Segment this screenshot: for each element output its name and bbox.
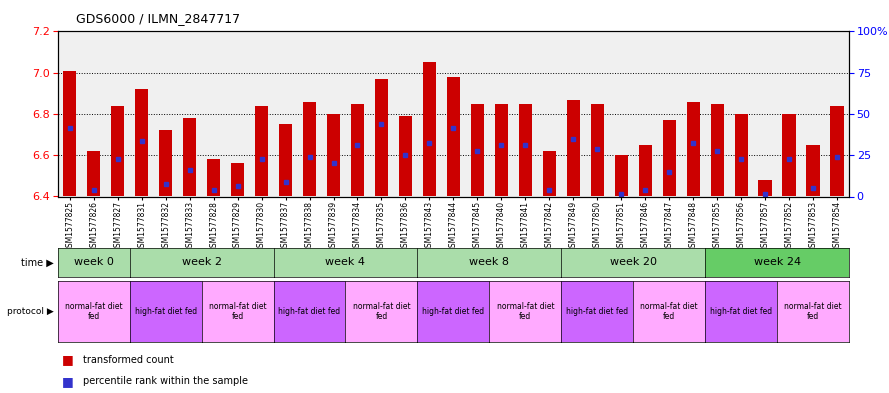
Bar [63, 71, 76, 196]
Text: week 4: week 4 [325, 257, 365, 267]
Bar [279, 124, 292, 196]
Bar [542, 151, 556, 196]
Bar [87, 151, 100, 196]
Bar [327, 114, 340, 196]
Bar [758, 180, 772, 196]
Text: week 20: week 20 [610, 257, 657, 267]
Text: high-fat diet fed: high-fat diet fed [134, 307, 196, 316]
Text: week 2: week 2 [181, 257, 221, 267]
Bar [806, 145, 820, 196]
Bar [375, 79, 388, 196]
Text: high-fat diet fed: high-fat diet fed [422, 307, 485, 316]
Bar [471, 104, 484, 196]
Bar [255, 106, 268, 196]
Bar [734, 114, 748, 196]
Text: normal-fat diet
fed: normal-fat diet fed [640, 302, 698, 321]
Bar [159, 130, 172, 196]
Bar [566, 99, 580, 196]
Bar [638, 145, 652, 196]
Bar [447, 77, 460, 196]
Text: normal-fat diet
fed: normal-fat diet fed [353, 302, 411, 321]
Text: protocol ▶: protocol ▶ [6, 307, 53, 316]
Text: week 24: week 24 [754, 257, 801, 267]
Bar [135, 89, 148, 196]
Text: normal-fat diet
fed: normal-fat diet fed [209, 302, 267, 321]
Bar [399, 116, 412, 196]
Text: ■: ■ [62, 353, 74, 366]
Text: transformed count: transformed count [83, 354, 173, 365]
Bar [710, 104, 724, 196]
Text: high-fat diet fed: high-fat diet fed [710, 307, 773, 316]
Bar [590, 104, 604, 196]
Text: week 0: week 0 [74, 257, 114, 267]
Bar [830, 106, 844, 196]
Text: normal-fat diet
fed: normal-fat diet fed [496, 302, 554, 321]
Text: time ▶: time ▶ [20, 257, 53, 267]
Bar [351, 104, 364, 196]
Bar [423, 62, 436, 196]
Text: high-fat diet fed: high-fat diet fed [566, 307, 629, 316]
Bar [231, 163, 244, 196]
Text: GDS6000 / ILMN_2847717: GDS6000 / ILMN_2847717 [76, 12, 240, 25]
Text: week 8: week 8 [469, 257, 509, 267]
Bar [686, 101, 700, 196]
Bar [518, 104, 532, 196]
Bar [782, 114, 796, 196]
Bar [614, 155, 628, 196]
Text: high-fat diet fed: high-fat diet fed [278, 307, 340, 316]
Text: normal-fat diet
fed: normal-fat diet fed [784, 302, 842, 321]
Text: percentile rank within the sample: percentile rank within the sample [83, 376, 248, 386]
Bar [207, 159, 220, 196]
Bar [303, 101, 316, 196]
Bar [111, 106, 124, 196]
Bar [662, 120, 676, 196]
Bar [183, 118, 196, 196]
Text: normal-fat diet
fed: normal-fat diet fed [65, 302, 123, 321]
Bar [495, 104, 508, 196]
Text: ■: ■ [62, 375, 74, 388]
